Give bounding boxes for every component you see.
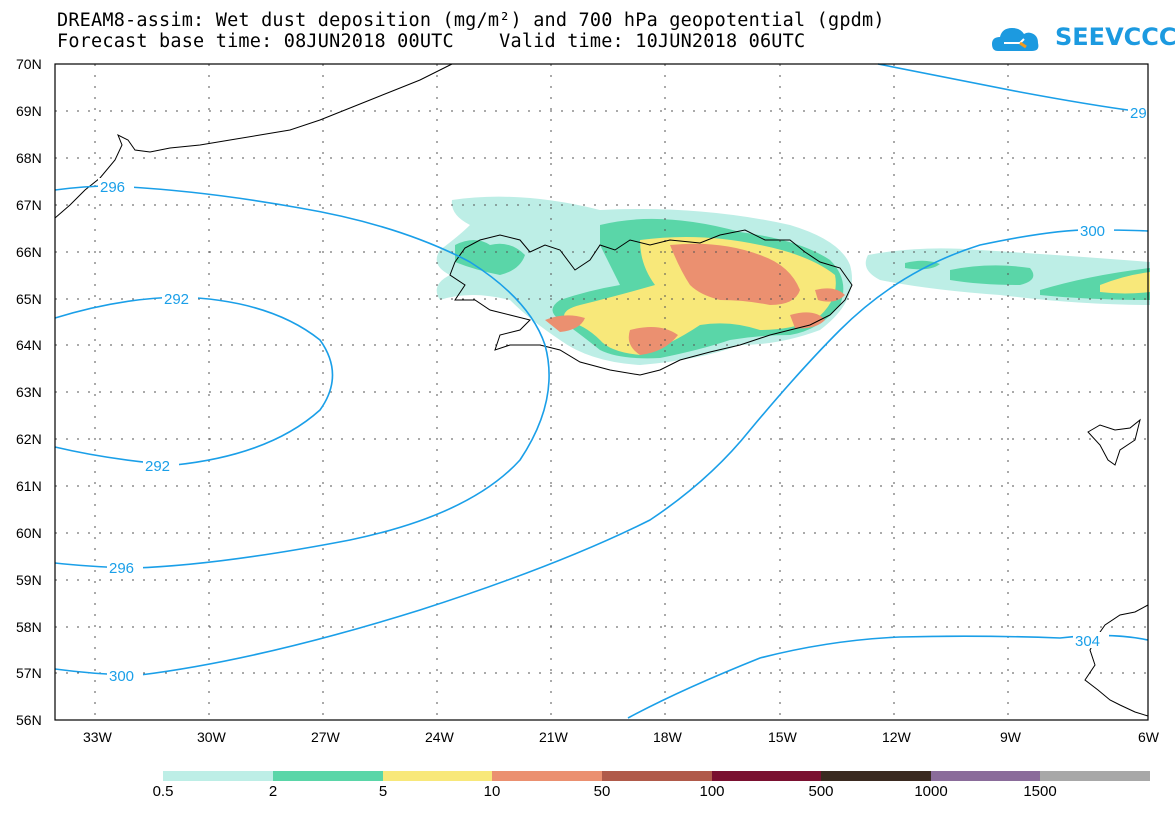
contour-label: 29: [1130, 105, 1147, 122]
dust-field-5-east: [1100, 272, 1150, 294]
legend-swatch: [383, 771, 492, 781]
legend-label: 2: [268, 783, 278, 800]
legend-label: 0.5: [152, 783, 174, 800]
contour-top-right: [877, 63, 1149, 114]
lon-label: 21W: [539, 729, 569, 745]
lon-label: 18W: [653, 729, 683, 745]
lat-label: 61N: [16, 478, 42, 494]
legend-label: 10: [483, 783, 501, 800]
legend-label: 1500: [1023, 783, 1057, 800]
coast-faroe-shetland: [1087, 418, 1141, 466]
lat-label: 57N: [16, 665, 42, 681]
lon-label: 6W: [1138, 729, 1160, 745]
lon-label: 12W: [882, 729, 912, 745]
contour-300-south: [54, 228, 1149, 676]
lat-label: 70N: [16, 56, 42, 72]
dust-field-2-nw: [455, 240, 525, 275]
contour-label: 292: [145, 458, 170, 475]
legend-label: 50: [593, 783, 611, 800]
contour-292: [54, 296, 334, 466]
coast-greenland: [54, 63, 453, 219]
lon-label: 15W: [768, 729, 798, 745]
contour-label: 300: [109, 668, 134, 685]
legend-swatch: [602, 771, 712, 781]
contour-label: 296: [100, 179, 125, 196]
lon-label: 30W: [197, 729, 227, 745]
lon-label: 33W: [83, 729, 113, 745]
lat-label: 56N: [16, 712, 42, 728]
graticule: [55, 64, 1148, 720]
legend-swatch: [163, 771, 273, 781]
lon-label: 9W: [1000, 729, 1022, 745]
lat-label: 63N: [16, 384, 42, 400]
legend-swatch: [1040, 771, 1150, 781]
dust-field-2-east-small: [905, 260, 940, 270]
contour-label: 304: [1075, 633, 1100, 650]
lon-labels: 33W 30W 27W 24W 21W 18W 15W 12W 9W 6W: [83, 729, 1160, 745]
legend-swatch: [273, 771, 383, 781]
contour-label: 292: [164, 291, 189, 308]
lat-label: 66N: [16, 244, 42, 260]
contour-296-north: [54, 185, 550, 569]
coast-iceland: [449, 229, 853, 376]
legend-label: 100: [699, 783, 725, 800]
contour-304: [627, 634, 1149, 719]
legend-swatch: [712, 771, 821, 781]
coastlines: [54, 63, 1149, 717]
map-title: DREAM8-assim: Wet dust deposition (mg/m²…: [57, 10, 885, 31]
contour-label: 296: [109, 560, 134, 577]
geopotential-contours: [54, 63, 1149, 719]
lat-label: 64N: [16, 337, 42, 353]
lat-labels: 70N 69N 68N 67N 66N 65N 64N 63N 62N 61N …: [16, 56, 42, 728]
legend-label: 500: [808, 783, 834, 800]
dust-field-10: [670, 243, 800, 305]
legend-swatch: [492, 771, 602, 781]
lon-label: 24W: [425, 729, 455, 745]
legend-label: 1000: [914, 783, 948, 800]
cloud-icon: [992, 28, 1039, 51]
legend-colorbar: [163, 771, 1150, 781]
map-frame: [54, 63, 1149, 721]
lat-label: 67N: [16, 197, 42, 213]
legend-label: 5: [378, 783, 388, 800]
dust-deposition-fields: [436, 196, 1150, 365]
contour-label: 300: [1080, 223, 1105, 240]
map-subtitle-times: Forecast base time: 08JUN2018 00UTC Vali…: [57, 31, 806, 52]
lat-label: 59N: [16, 572, 42, 588]
lat-label: 68N: [16, 150, 42, 166]
lat-label: 60N: [16, 525, 42, 541]
contour-labels: 296 292 292 296 300 300 304 29: [98, 104, 1148, 685]
coast-scotland: [1084, 604, 1149, 717]
lon-label: 27W: [311, 729, 341, 745]
lat-label: 58N: [16, 619, 42, 635]
legend-swatch: [821, 771, 931, 781]
lat-label: 65N: [16, 291, 42, 307]
lat-label: 69N: [16, 103, 42, 119]
lat-label: 62N: [16, 431, 42, 447]
logo-text: SEEVCCC: [1055, 23, 1175, 51]
legend-swatch: [931, 771, 1040, 781]
